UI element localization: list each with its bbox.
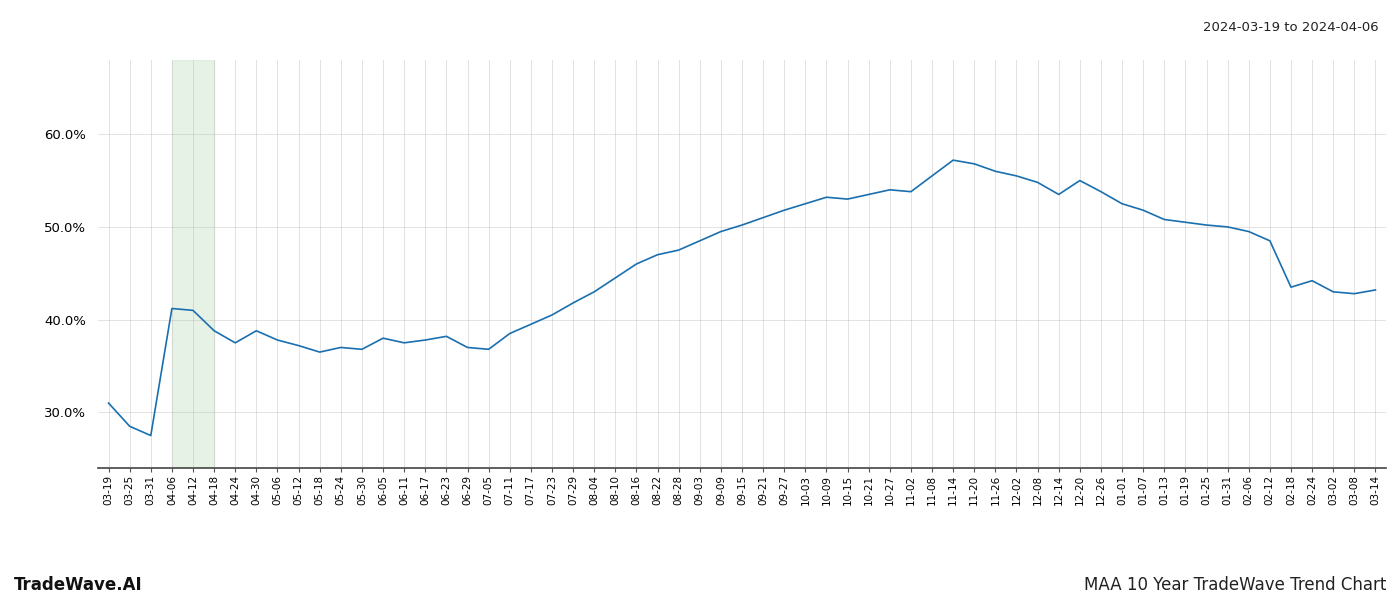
Text: 2024-03-19 to 2024-04-06: 2024-03-19 to 2024-04-06 <box>1204 21 1379 34</box>
Text: MAA 10 Year TradeWave Trend Chart: MAA 10 Year TradeWave Trend Chart <box>1084 576 1386 594</box>
Bar <box>172 60 214 468</box>
Text: TradeWave.AI: TradeWave.AI <box>14 576 143 594</box>
